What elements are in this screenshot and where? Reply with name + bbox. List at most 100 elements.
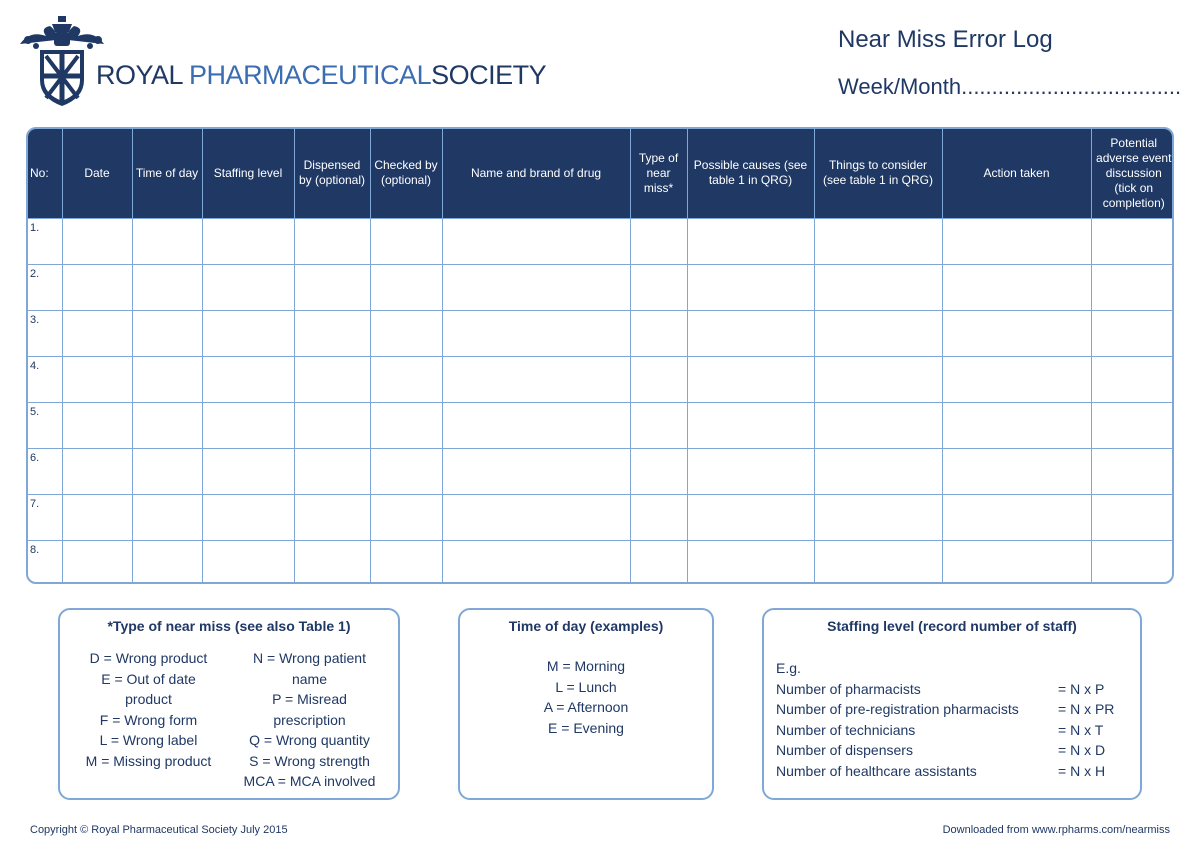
- table-cell[interactable]: [1091, 401, 1172, 448]
- table-cell[interactable]: [1091, 263, 1172, 310]
- table-cell[interactable]: [370, 217, 443, 264]
- table-cell[interactable]: [294, 355, 371, 402]
- table-cell[interactable]: [62, 263, 133, 310]
- table-cell[interactable]: [687, 217, 815, 264]
- table-cell[interactable]: [442, 401, 631, 448]
- table-cell[interactable]: [442, 309, 631, 356]
- table-cell[interactable]: [814, 447, 943, 494]
- table-cell[interactable]: [202, 493, 295, 540]
- table-cell[interactable]: [942, 263, 1092, 310]
- table-cell[interactable]: [442, 217, 631, 264]
- key-item: product: [125, 691, 172, 707]
- table-cell[interactable]: [132, 539, 203, 582]
- table-cell[interactable]: [202, 401, 295, 448]
- table-cell[interactable]: [132, 309, 203, 356]
- table-cell[interactable]: [370, 263, 443, 310]
- table-cell[interactable]: [442, 493, 631, 540]
- table-cell[interactable]: [62, 217, 133, 264]
- table-cell[interactable]: [294, 309, 371, 356]
- download-link[interactable]: Downloaded from www.rpharms.com/nearmiss: [942, 824, 1170, 836]
- table-cell[interactable]: [942, 447, 1092, 494]
- table-header-row: No: Date Time of day Staffing level Disp…: [28, 129, 1172, 218]
- table-cell[interactable]: [814, 217, 943, 264]
- table-cell[interactable]: [942, 355, 1092, 402]
- table-cell[interactable]: [294, 539, 371, 582]
- table-cell[interactable]: [370, 493, 443, 540]
- table-cell[interactable]: [370, 539, 443, 582]
- table-cell[interactable]: [1091, 355, 1172, 402]
- table-cell[interactable]: [294, 493, 371, 540]
- table-cell[interactable]: [62, 355, 133, 402]
- table-cell[interactable]: [687, 309, 815, 356]
- table-cell[interactable]: [687, 263, 815, 310]
- table-cell[interactable]: [62, 539, 133, 582]
- row-number: 1.: [28, 217, 63, 264]
- table-cell[interactable]: [132, 217, 203, 264]
- table-cell[interactable]: [814, 493, 943, 540]
- table-cell[interactable]: [202, 263, 295, 310]
- table-cell[interactable]: [202, 539, 295, 582]
- table-cell[interactable]: [1091, 539, 1172, 582]
- table-cell[interactable]: [814, 263, 943, 310]
- table-cell[interactable]: [294, 263, 371, 310]
- table-cell[interactable]: [942, 539, 1092, 582]
- table-cell[interactable]: [370, 447, 443, 494]
- table-cell[interactable]: [294, 217, 371, 264]
- table-cell[interactable]: [202, 447, 295, 494]
- table-cell[interactable]: [814, 539, 943, 582]
- key-item: P = Misread: [272, 691, 347, 707]
- table-cell[interactable]: [370, 309, 443, 356]
- table-cell[interactable]: [442, 447, 631, 494]
- table-cell[interactable]: [132, 355, 203, 402]
- table-cell[interactable]: [687, 447, 815, 494]
- table-cell[interactable]: [370, 401, 443, 448]
- table-cell[interactable]: [630, 217, 688, 264]
- table-cell[interactable]: [942, 309, 1092, 356]
- table-cell[interactable]: [630, 401, 688, 448]
- column-header: Potential adverse event discussion (tick…: [1091, 129, 1172, 218]
- table-cell[interactable]: [814, 309, 943, 356]
- time-of-day-key: Time of day (examples) M = Morning L = L…: [458, 608, 714, 800]
- table-cell[interactable]: [1091, 217, 1172, 264]
- table-cell[interactable]: [202, 217, 295, 264]
- table-cell[interactable]: [630, 539, 688, 582]
- table-cell[interactable]: [442, 355, 631, 402]
- table-cell[interactable]: [814, 401, 943, 448]
- table-cell[interactable]: [630, 263, 688, 310]
- table-cell[interactable]: [202, 355, 295, 402]
- table-cell[interactable]: [62, 401, 133, 448]
- table-cell[interactable]: [294, 401, 371, 448]
- table-cell[interactable]: [62, 447, 133, 494]
- table-cell[interactable]: [630, 309, 688, 356]
- table-cell[interactable]: [687, 401, 815, 448]
- table-cell[interactable]: [132, 263, 203, 310]
- table-cell[interactable]: [942, 493, 1092, 540]
- column-header: Type of near miss*: [630, 129, 688, 218]
- table-cell[interactable]: [132, 401, 203, 448]
- table-cell[interactable]: [814, 355, 943, 402]
- table-cell[interactable]: [202, 309, 295, 356]
- table-cell[interactable]: [687, 539, 815, 582]
- table-cell[interactable]: [630, 493, 688, 540]
- table-cell[interactable]: [62, 309, 133, 356]
- week-month-field[interactable]: Week/Month..............................…: [838, 74, 1182, 99]
- table-cell[interactable]: [942, 401, 1092, 448]
- table-cell[interactable]: [1091, 447, 1172, 494]
- table-cell[interactable]: [132, 493, 203, 540]
- table-row: 3.: [28, 309, 1172, 356]
- table-cell[interactable]: [294, 447, 371, 494]
- table-cell[interactable]: [132, 447, 203, 494]
- table-cell[interactable]: [687, 355, 815, 402]
- table-row: 5.: [28, 401, 1172, 448]
- table-cell[interactable]: [1091, 493, 1172, 540]
- table-row: 2.: [28, 263, 1172, 310]
- table-cell[interactable]: [62, 493, 133, 540]
- table-cell[interactable]: [442, 263, 631, 310]
- table-cell[interactable]: [942, 217, 1092, 264]
- table-cell[interactable]: [687, 493, 815, 540]
- table-cell[interactable]: [630, 355, 688, 402]
- table-cell[interactable]: [630, 447, 688, 494]
- table-cell[interactable]: [1091, 309, 1172, 356]
- table-cell[interactable]: [442, 539, 631, 582]
- table-cell[interactable]: [370, 355, 443, 402]
